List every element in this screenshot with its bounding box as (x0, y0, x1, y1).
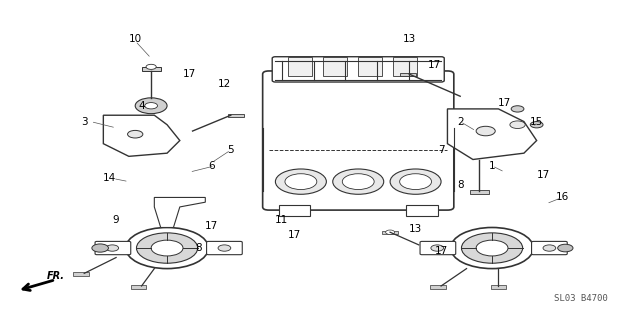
Text: 12: 12 (218, 78, 231, 89)
Bar (491, 286, 506, 288)
FancyBboxPatch shape (272, 57, 444, 82)
Circle shape (510, 121, 525, 129)
Text: 2: 2 (457, 116, 463, 127)
Polygon shape (154, 197, 205, 227)
Bar (228, 114, 244, 117)
Bar (358, 57, 383, 76)
Circle shape (451, 227, 534, 269)
Bar (399, 72, 415, 76)
Circle shape (275, 169, 326, 194)
Circle shape (285, 174, 317, 189)
Text: 17: 17 (288, 230, 301, 241)
Bar (141, 67, 161, 71)
Text: 17: 17 (205, 221, 218, 231)
Bar (430, 286, 445, 288)
FancyBboxPatch shape (95, 241, 131, 255)
Text: 13: 13 (403, 34, 416, 44)
Circle shape (342, 174, 374, 189)
Circle shape (125, 227, 209, 269)
Text: 17: 17 (498, 98, 511, 108)
Circle shape (135, 98, 167, 114)
Text: 1: 1 (489, 161, 495, 171)
Circle shape (431, 245, 444, 251)
Circle shape (386, 230, 394, 234)
Polygon shape (447, 109, 537, 160)
Circle shape (557, 244, 573, 252)
Circle shape (511, 106, 524, 112)
Circle shape (543, 245, 556, 251)
Bar (323, 57, 348, 76)
Circle shape (127, 130, 143, 138)
FancyBboxPatch shape (207, 241, 243, 255)
Bar (288, 57, 312, 76)
Text: 11: 11 (275, 215, 289, 225)
Text: 3: 3 (81, 116, 88, 127)
Circle shape (218, 245, 231, 251)
Bar (278, 205, 310, 216)
Circle shape (531, 122, 543, 128)
Circle shape (390, 169, 441, 194)
Bar (383, 231, 397, 234)
Circle shape (476, 240, 508, 256)
Text: 10: 10 (129, 34, 142, 44)
Text: 17: 17 (435, 246, 448, 256)
Text: 15: 15 (530, 116, 543, 127)
Text: FR.: FR. (47, 271, 65, 281)
Text: 8: 8 (196, 243, 202, 253)
Bar (131, 285, 146, 289)
Text: 14: 14 (103, 174, 116, 183)
Circle shape (399, 174, 431, 189)
Circle shape (145, 103, 157, 109)
Text: 17: 17 (183, 69, 196, 79)
Text: SL03 B4700: SL03 B4700 (554, 294, 608, 303)
Circle shape (146, 64, 156, 69)
Circle shape (461, 233, 523, 263)
Bar (394, 57, 417, 76)
Circle shape (333, 169, 384, 194)
Polygon shape (103, 115, 180, 156)
FancyBboxPatch shape (420, 241, 456, 255)
Bar (470, 190, 489, 194)
Circle shape (151, 240, 183, 256)
Text: 17: 17 (536, 170, 550, 180)
Text: 9: 9 (113, 215, 120, 225)
Text: 16: 16 (556, 192, 569, 203)
Circle shape (92, 244, 108, 252)
Circle shape (136, 233, 198, 263)
Text: 8: 8 (457, 180, 463, 190)
Circle shape (106, 245, 118, 251)
Text: 4: 4 (138, 101, 145, 111)
Bar (74, 272, 89, 276)
Bar (406, 205, 438, 216)
Text: 13: 13 (409, 224, 422, 234)
FancyBboxPatch shape (262, 71, 454, 210)
Text: 6: 6 (209, 161, 215, 171)
Text: 5: 5 (227, 145, 234, 155)
Text: 7: 7 (438, 145, 444, 155)
Circle shape (476, 126, 495, 136)
Text: 17: 17 (428, 60, 442, 70)
FancyBboxPatch shape (532, 241, 567, 255)
